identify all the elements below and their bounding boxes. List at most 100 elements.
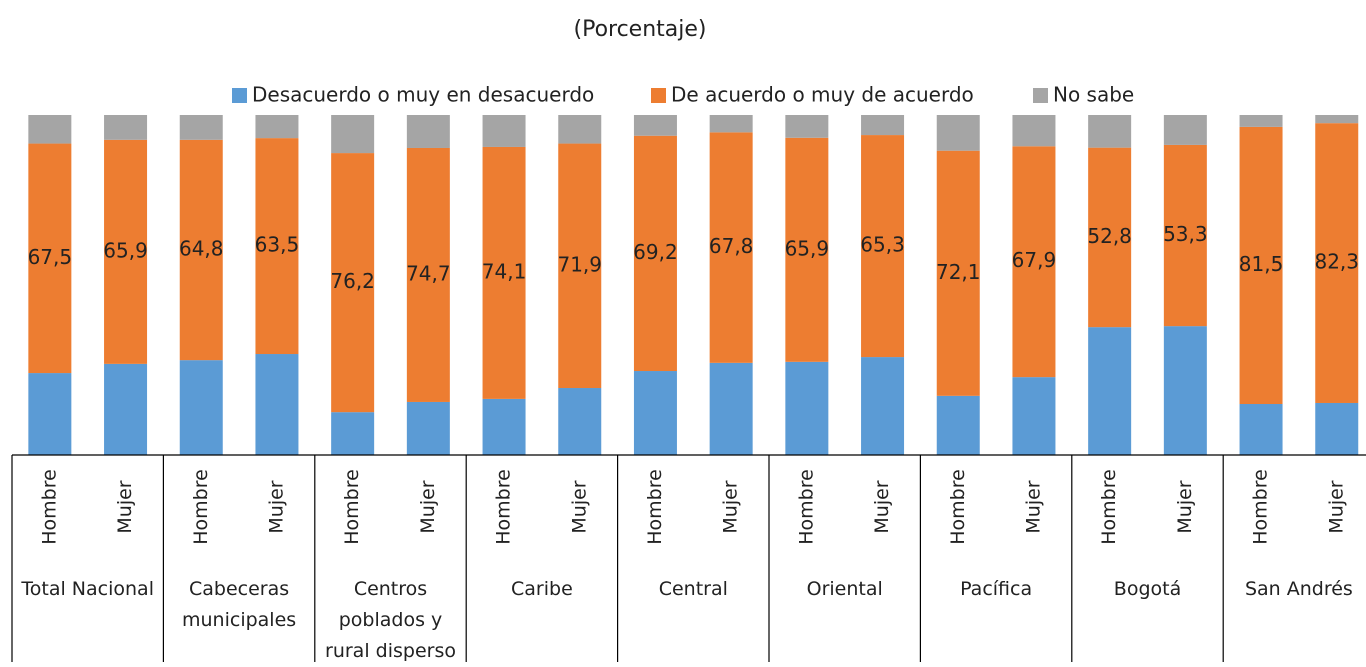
bar-segment	[633, 371, 677, 455]
bar-segment	[406, 401, 450, 455]
group-label: Cabeceras municipales	[182, 578, 297, 631]
bar-segment	[633, 135, 677, 372]
chart-title: (Porcentaje)	[574, 17, 707, 42]
group-label: Pacífica	[960, 578, 1033, 600]
legend-swatch	[651, 88, 666, 103]
x-tick-label: Mujer	[1325, 480, 1347, 533]
value-label: 76,2	[330, 269, 375, 293]
bar-segment	[1088, 327, 1132, 455]
x-tick-label: Mujer	[1174, 480, 1196, 533]
bar-segment	[1012, 146, 1056, 378]
bar-segment	[28, 143, 72, 374]
value-label: 53,3	[1163, 222, 1208, 246]
value-label: 67,5	[28, 245, 73, 269]
x-tick-label: Mujer	[265, 480, 287, 533]
bar-segment	[1239, 126, 1283, 405]
value-label: 67,9	[1012, 248, 1057, 272]
bar-segment	[104, 115, 148, 140]
bar-segment	[861, 115, 905, 136]
value-label: 63,5	[255, 233, 300, 257]
bar-segment	[104, 139, 148, 364]
legend-swatch	[1033, 88, 1048, 103]
group-label: Total Nacional	[21, 578, 154, 600]
bar-segment	[1315, 123, 1359, 403]
group-label: Caribe	[511, 578, 573, 600]
value-label: 65,9	[103, 238, 148, 262]
bar-segment	[1163, 115, 1207, 145]
x-tick-label: Hombre	[190, 469, 212, 545]
x-tick-label: Hombre	[38, 469, 60, 545]
group-label: San Andrés	[1244, 578, 1353, 600]
x-tick-label: Hombre	[1098, 469, 1120, 545]
bar-segment	[179, 139, 223, 361]
bar-segment	[179, 360, 223, 455]
bar-segment	[331, 412, 375, 455]
bar-segment	[255, 115, 299, 139]
x-tick-label: Mujer	[568, 480, 590, 533]
bar-segment	[1088, 115, 1132, 148]
x-tick-label: Hombre	[493, 469, 515, 545]
value-label: 82,3	[1314, 250, 1359, 274]
x-tick-label: Hombre	[947, 469, 969, 545]
group-label: Central	[658, 578, 728, 600]
legend-label: De acuerdo o muy de acuerdo	[671, 83, 974, 107]
bar-segment	[1163, 144, 1207, 327]
bar-segment	[861, 135, 905, 358]
x-tick-label: Hombre	[795, 469, 817, 545]
bar-segment	[633, 115, 677, 136]
group-label: Oriental	[806, 578, 883, 600]
bar-segment	[1239, 404, 1283, 455]
value-label: 74,1	[482, 259, 527, 283]
group-label: Centros poblados y rural disperso	[325, 578, 456, 662]
bar-segment	[709, 362, 753, 455]
bar-segment	[482, 115, 526, 147]
bar-segment	[1315, 402, 1359, 455]
bar-segment	[482, 146, 526, 399]
bar-segment	[936, 115, 980, 151]
x-tick-label: Hombre	[341, 469, 363, 545]
value-label: 71,9	[557, 252, 602, 276]
x-tick-label: Mujer	[114, 480, 136, 533]
bar-segment	[255, 354, 299, 455]
legend-swatch	[232, 88, 247, 103]
x-tick-label: Hombre	[644, 469, 666, 545]
value-label: 69,2	[633, 240, 678, 264]
value-label: 72,1	[936, 260, 981, 284]
x-tick-label: Mujer	[417, 480, 439, 533]
bar-segment	[482, 398, 526, 455]
bar-segment	[28, 115, 72, 144]
bar-segment	[1088, 147, 1132, 328]
bar-segment	[1315, 115, 1359, 124]
value-label: 81,5	[1239, 252, 1284, 276]
bar-segment	[406, 147, 450, 402]
bar-segment	[558, 115, 602, 144]
value-label: 52,8	[1087, 224, 1132, 248]
bar-segment	[936, 150, 980, 396]
value-label: 67,8	[709, 234, 754, 258]
bar-segment	[406, 115, 450, 148]
bar-segment	[785, 361, 829, 455]
x-tick-label: Mujer	[720, 480, 742, 533]
bar-segment	[179, 115, 223, 140]
x-tick-label: Hombre	[1250, 469, 1272, 545]
bar-segment	[331, 115, 375, 154]
bar-segment	[331, 153, 375, 413]
value-label: 65,9	[785, 236, 830, 260]
group-label: Bogotá	[1113, 578, 1182, 600]
bar-segment	[558, 388, 602, 455]
value-label: 65,3	[860, 233, 905, 257]
x-tick-label: Mujer	[1022, 480, 1044, 533]
bar-segment	[558, 143, 602, 389]
bar-segment	[785, 115, 829, 138]
x-tick-label: Mujer	[871, 480, 893, 533]
value-label: 64,8	[179, 236, 224, 260]
bar-segment	[28, 373, 72, 455]
bar-segment	[936, 395, 980, 455]
bar-segment	[104, 363, 148, 455]
legend-label: Desacuerdo o muy en desacuerdo	[252, 83, 594, 107]
legend-label: No sabe	[1053, 83, 1134, 107]
bar-segment	[709, 132, 753, 363]
bar-segment	[1239, 115, 1283, 127]
